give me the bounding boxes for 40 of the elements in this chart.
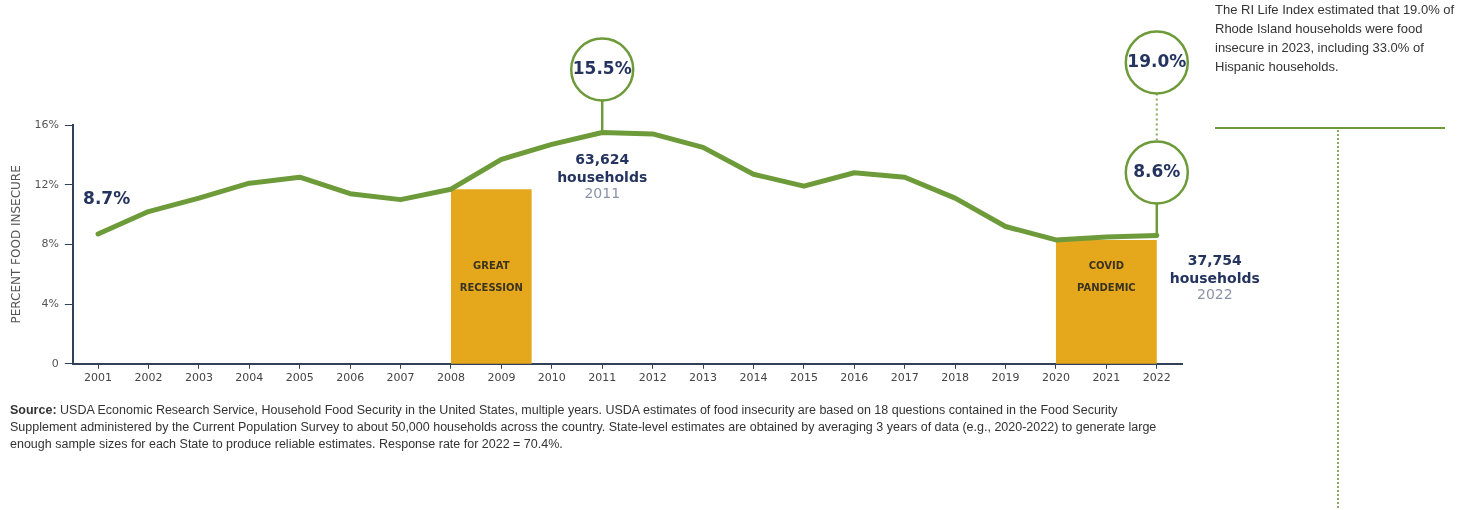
x-tick-label: 2020 <box>1041 371 1070 385</box>
text: 19.0% <box>1127 50 1187 71</box>
band-label: COVID PANDEMIC <box>1077 259 1136 293</box>
x-tick-label: 2011 <box>588 371 617 385</box>
x-tick-label: 2014 <box>739 371 768 385</box>
x-tick-label: 2017 <box>890 371 919 385</box>
x-tick-label: 2021 <box>1092 371 1121 385</box>
text: 2022 <box>1196 286 1233 303</box>
x-tick-label: 2002 <box>134 371 163 385</box>
x-tick-label: 2019 <box>991 371 1020 385</box>
x-tick-label: 2005 <box>285 371 314 385</box>
annotation: 37,754 households <box>1169 252 1260 287</box>
x-tick-label: 2004 <box>235 371 264 385</box>
x-tick-label: 2012 <box>638 371 667 385</box>
x-tick-label: 2018 <box>941 371 970 385</box>
x-tick-label: 2008 <box>436 371 465 385</box>
x-tick-label: 2001 <box>84 371 113 385</box>
annotation: 2011 <box>584 185 621 202</box>
annotation: 63,624 households <box>557 151 648 186</box>
x-tick-label: 2010 <box>537 371 566 385</box>
annotation: 15.5% <box>572 57 632 78</box>
x-tick-label: 2009 <box>487 371 516 385</box>
band-label: GREAT RECESSION <box>459 259 523 293</box>
x-tick-label: 2015 <box>789 371 818 385</box>
y-tick-label: 16% <box>34 117 59 131</box>
x-tick-label: 2003 <box>184 371 213 385</box>
y-tick-label: 12% <box>34 177 59 191</box>
annotation: 8.6% <box>1133 160 1181 181</box>
y-tick-label: 8% <box>41 237 59 251</box>
x-tick-label: 2016 <box>840 371 869 385</box>
x-tick-label: 2022 <box>1142 371 1171 385</box>
y-tick-label: 0 <box>51 356 59 370</box>
text: The RI Life Index estimated that 19.0% of Rhode Island households were food insecure in 2023, including 33.0% of Hispanic households. <box>1215 1 1455 76</box>
x-tick-label: 2013 <box>689 371 718 385</box>
x-tick-label: 2006 <box>336 371 365 385</box>
annotation: 8.7% <box>83 187 131 208</box>
y-tick-label: 4% <box>41 296 59 310</box>
source-note: Source: USDA Economic Research Service, Household Food Security in the United States, multiple years. USDA estimates of food insecurity are based on 18 questions contained in the Food Security Supplement administered by the Current Population Survey to about 50,000 households across the country. State-level estimates are obtained by averaging 3 years of data (e.g., 2020-2022) to generate large enough sample sizes for each State to produce reliable estimates. Response rate for 2022 = 70.4%. <box>10 402 1158 453</box>
y-axis-title: PERCENT FOOD INSECURE <box>9 165 24 324</box>
x-tick-label: 2007 <box>386 371 415 385</box>
